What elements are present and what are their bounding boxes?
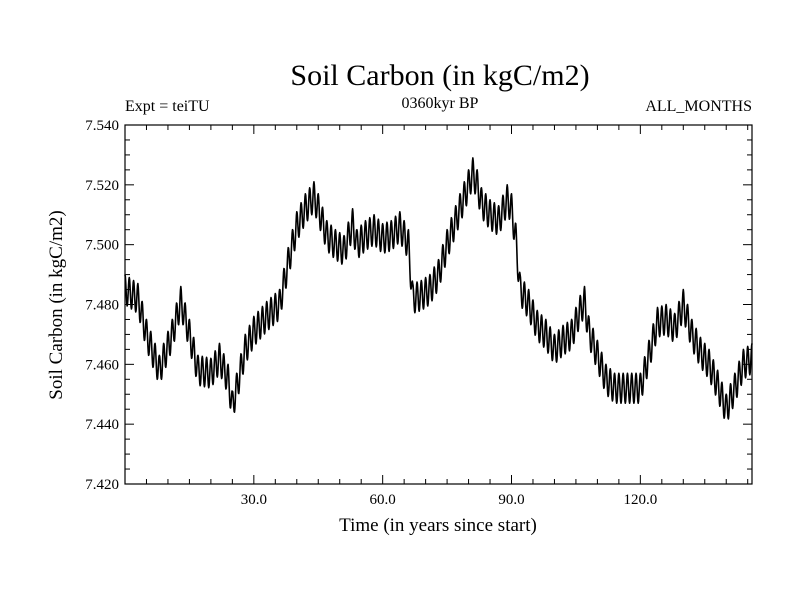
plot-frame (124, 124, 753, 485)
axis-ticks (125, 124, 752, 485)
y-tick-label: 7.480 (85, 298, 119, 314)
y-tick-label: 7.500 (85, 238, 119, 254)
y-axis-label: Soil Carbon (in kgC/m2) (46, 210, 67, 399)
y-tick-label: 7.460 (85, 357, 119, 373)
months-label: ALL_MONTHS (645, 98, 752, 115)
axis-tick-labels: 7.420 7.440 7.460 7.480 7.500 7.520 7.540 30.0 6… (85, 118, 657, 508)
y-tick-label: 7.540 (85, 118, 119, 134)
y-tick-label: 7.440 (85, 417, 119, 433)
x-tick-label: 30.0 (241, 492, 267, 508)
period-label: 0360kyr BP (402, 95, 479, 112)
x-tick-label: 90.0 (498, 492, 524, 508)
y-tick-label: 7.520 (85, 178, 119, 194)
chart-title: Soil Carbon (in kgC/m2) (290, 59, 589, 92)
experiment-label: Expt = teiTU (125, 98, 210, 115)
x-axis-label: Time (in years since start) (339, 515, 537, 536)
y-tick-label: 7.420 (85, 477, 119, 493)
series-line-soil-carbon (124, 157, 753, 420)
x-tick-label: 60.0 (370, 492, 396, 508)
x-tick-label: 120.0 (623, 492, 657, 508)
